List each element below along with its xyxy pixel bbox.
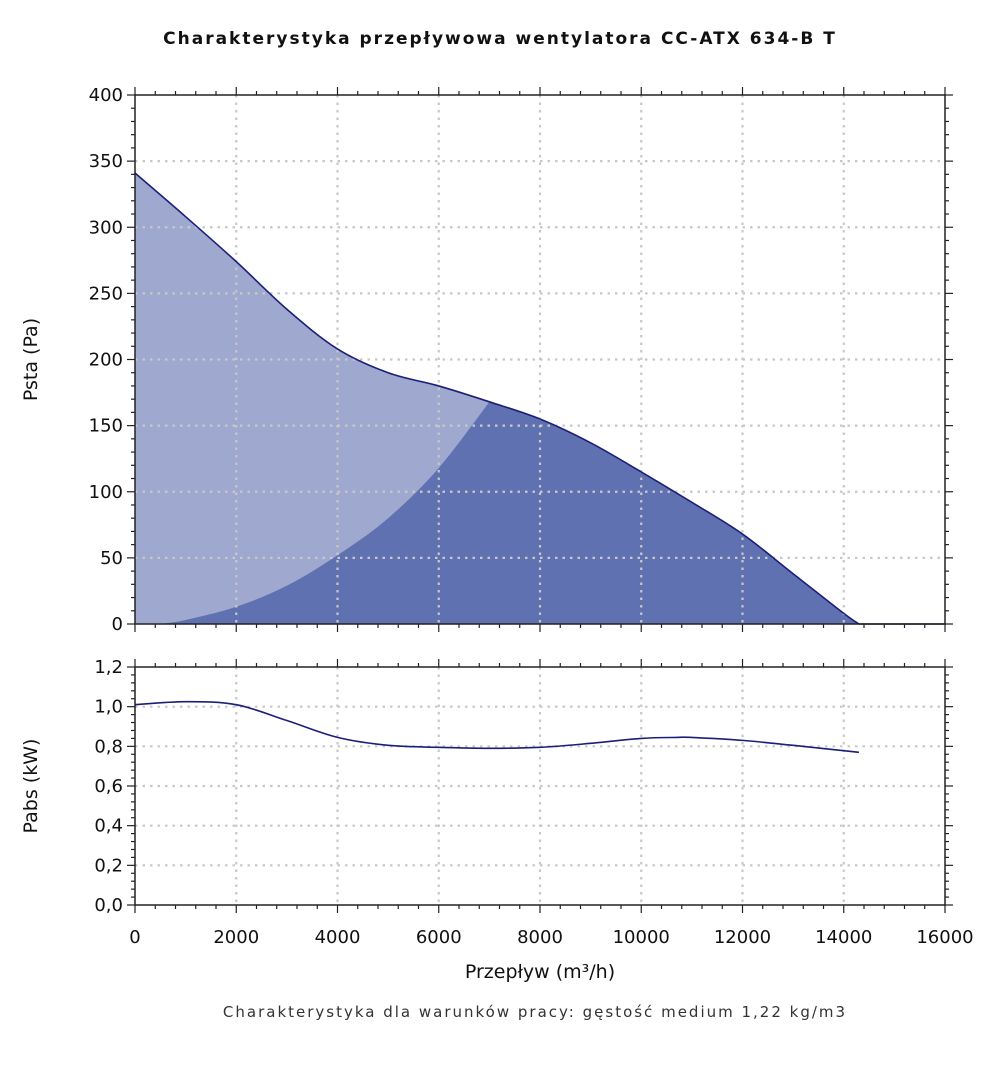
pressure-curve (134, 172, 945, 625)
power-grid (135, 667, 945, 905)
y-tick-label: 150 (89, 416, 123, 437)
x-axis-label: Przepływ (m³/h) (465, 961, 615, 983)
chart-title: Charakterystyka przepływowa wentylatora … (163, 29, 837, 49)
x-tick-label: 12000 (714, 927, 771, 948)
x-tick-label: 0 (129, 927, 140, 948)
power-panel: 0,0 0,2 0,4 0,6 0,8 1,0 1,2 0 2000 4000 6000 8000 10… (20, 657, 974, 983)
pressure-tick-labels: 0 50 100 150 200 250 300 350 400 (89, 85, 123, 635)
y-tick-label: 0,6 (94, 776, 123, 797)
y-tick-label: 0,8 (94, 736, 123, 757)
y-tick-label: 250 (89, 283, 123, 304)
y-tick-label: 0 (112, 614, 123, 635)
y-tick-label: 1,0 (94, 697, 123, 718)
conditions-footnote: Charakterystyka dla warunków pracy: gęst… (223, 1003, 847, 1021)
y-tick-label: 350 (89, 151, 123, 172)
pressure-plot-frame (134, 94, 946, 625)
y-tick-label: 1,2 (94, 657, 123, 678)
pressure-y-axis-label: Psta (Pa) (20, 318, 42, 401)
x-tick-label: 8000 (517, 927, 563, 948)
power-curve (134, 700, 860, 754)
y-tick-label: 100 (89, 482, 123, 503)
power-plot-frame (134, 666, 946, 906)
y-tick-label: 0,0 (94, 895, 123, 916)
y-tick-label: 300 (89, 217, 123, 238)
y-tick-label: 0,2 (94, 855, 123, 876)
y-tick-label: 400 (89, 85, 123, 106)
x-tick-label: 14000 (815, 927, 872, 948)
x-tick-label: 4000 (315, 927, 361, 948)
x-tick-label: 2000 (213, 927, 259, 948)
x-tick-label: 16000 (916, 927, 973, 948)
power-tick-labels: 0,0 0,2 0,4 0,6 0,8 1,0 1,2 0 2000 4000 6000 8000 10… (94, 657, 973, 948)
pressure-panel: 0 50 100 150 200 250 300 350 400 Psta (Pa) (20, 85, 953, 635)
x-tick-label: 10000 (613, 927, 670, 948)
pressure-grid (135, 95, 945, 624)
y-tick-label: 50 (100, 548, 123, 569)
power-y-axis-label: Pabs (kW) (20, 739, 42, 834)
pressure-area-dark (160, 401, 859, 624)
y-tick-label: 200 (89, 350, 123, 371)
x-tick-label: 6000 (416, 927, 462, 948)
y-tick-label: 0,4 (94, 816, 123, 837)
